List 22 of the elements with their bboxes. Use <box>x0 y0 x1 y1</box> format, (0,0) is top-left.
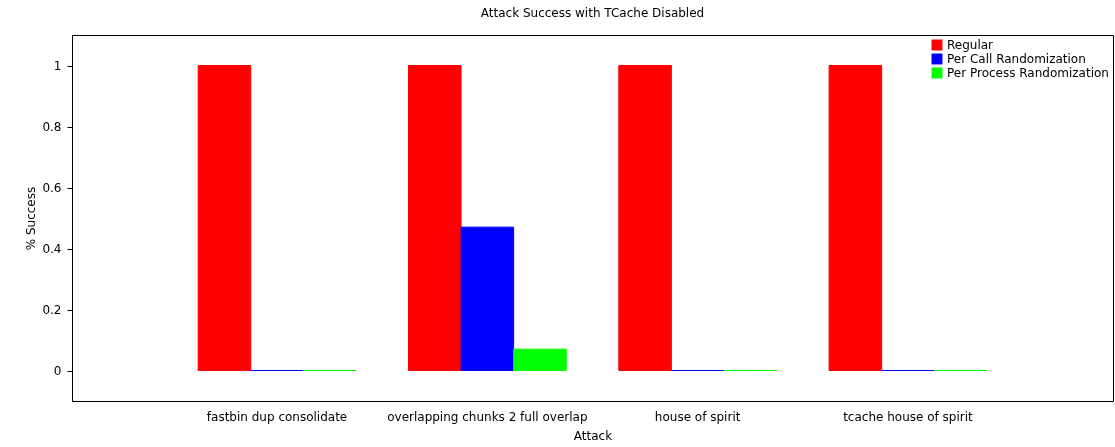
x-tick-label: house of spirit <box>654 409 741 424</box>
chart-title: Attack Success with TCache Disabled <box>480 6 705 20</box>
x-tick-label: fastbin dup consolidate <box>206 409 348 424</box>
y-tick-label: 0.2 <box>42 303 62 317</box>
legend-label: Per Process Randomization <box>947 66 1109 80</box>
y-tick-label: 0.4 <box>42 242 62 256</box>
x-tick-label: tcache house of spirit <box>843 409 974 424</box>
y-tick-label: 0.8 <box>42 120 62 134</box>
bar <box>407 65 462 371</box>
y-axis-title: % Success <box>24 186 39 251</box>
legend-label: Per Call Randomization <box>947 52 1086 66</box>
bar <box>197 65 252 371</box>
bar <box>460 226 515 371</box>
bar <box>618 65 672 371</box>
bar <box>828 65 883 371</box>
y-tick-label: 0.6 <box>42 181 62 195</box>
y-tick-label: 1 <box>53 59 62 73</box>
x-tick-label: overlapping chunks 2 full overlap <box>387 409 588 424</box>
bar <box>513 348 567 371</box>
x-axis-title: Attack <box>573 428 613 443</box>
y-tick-label: 0 <box>53 364 62 378</box>
legend-label: Regular <box>947 38 994 52</box>
